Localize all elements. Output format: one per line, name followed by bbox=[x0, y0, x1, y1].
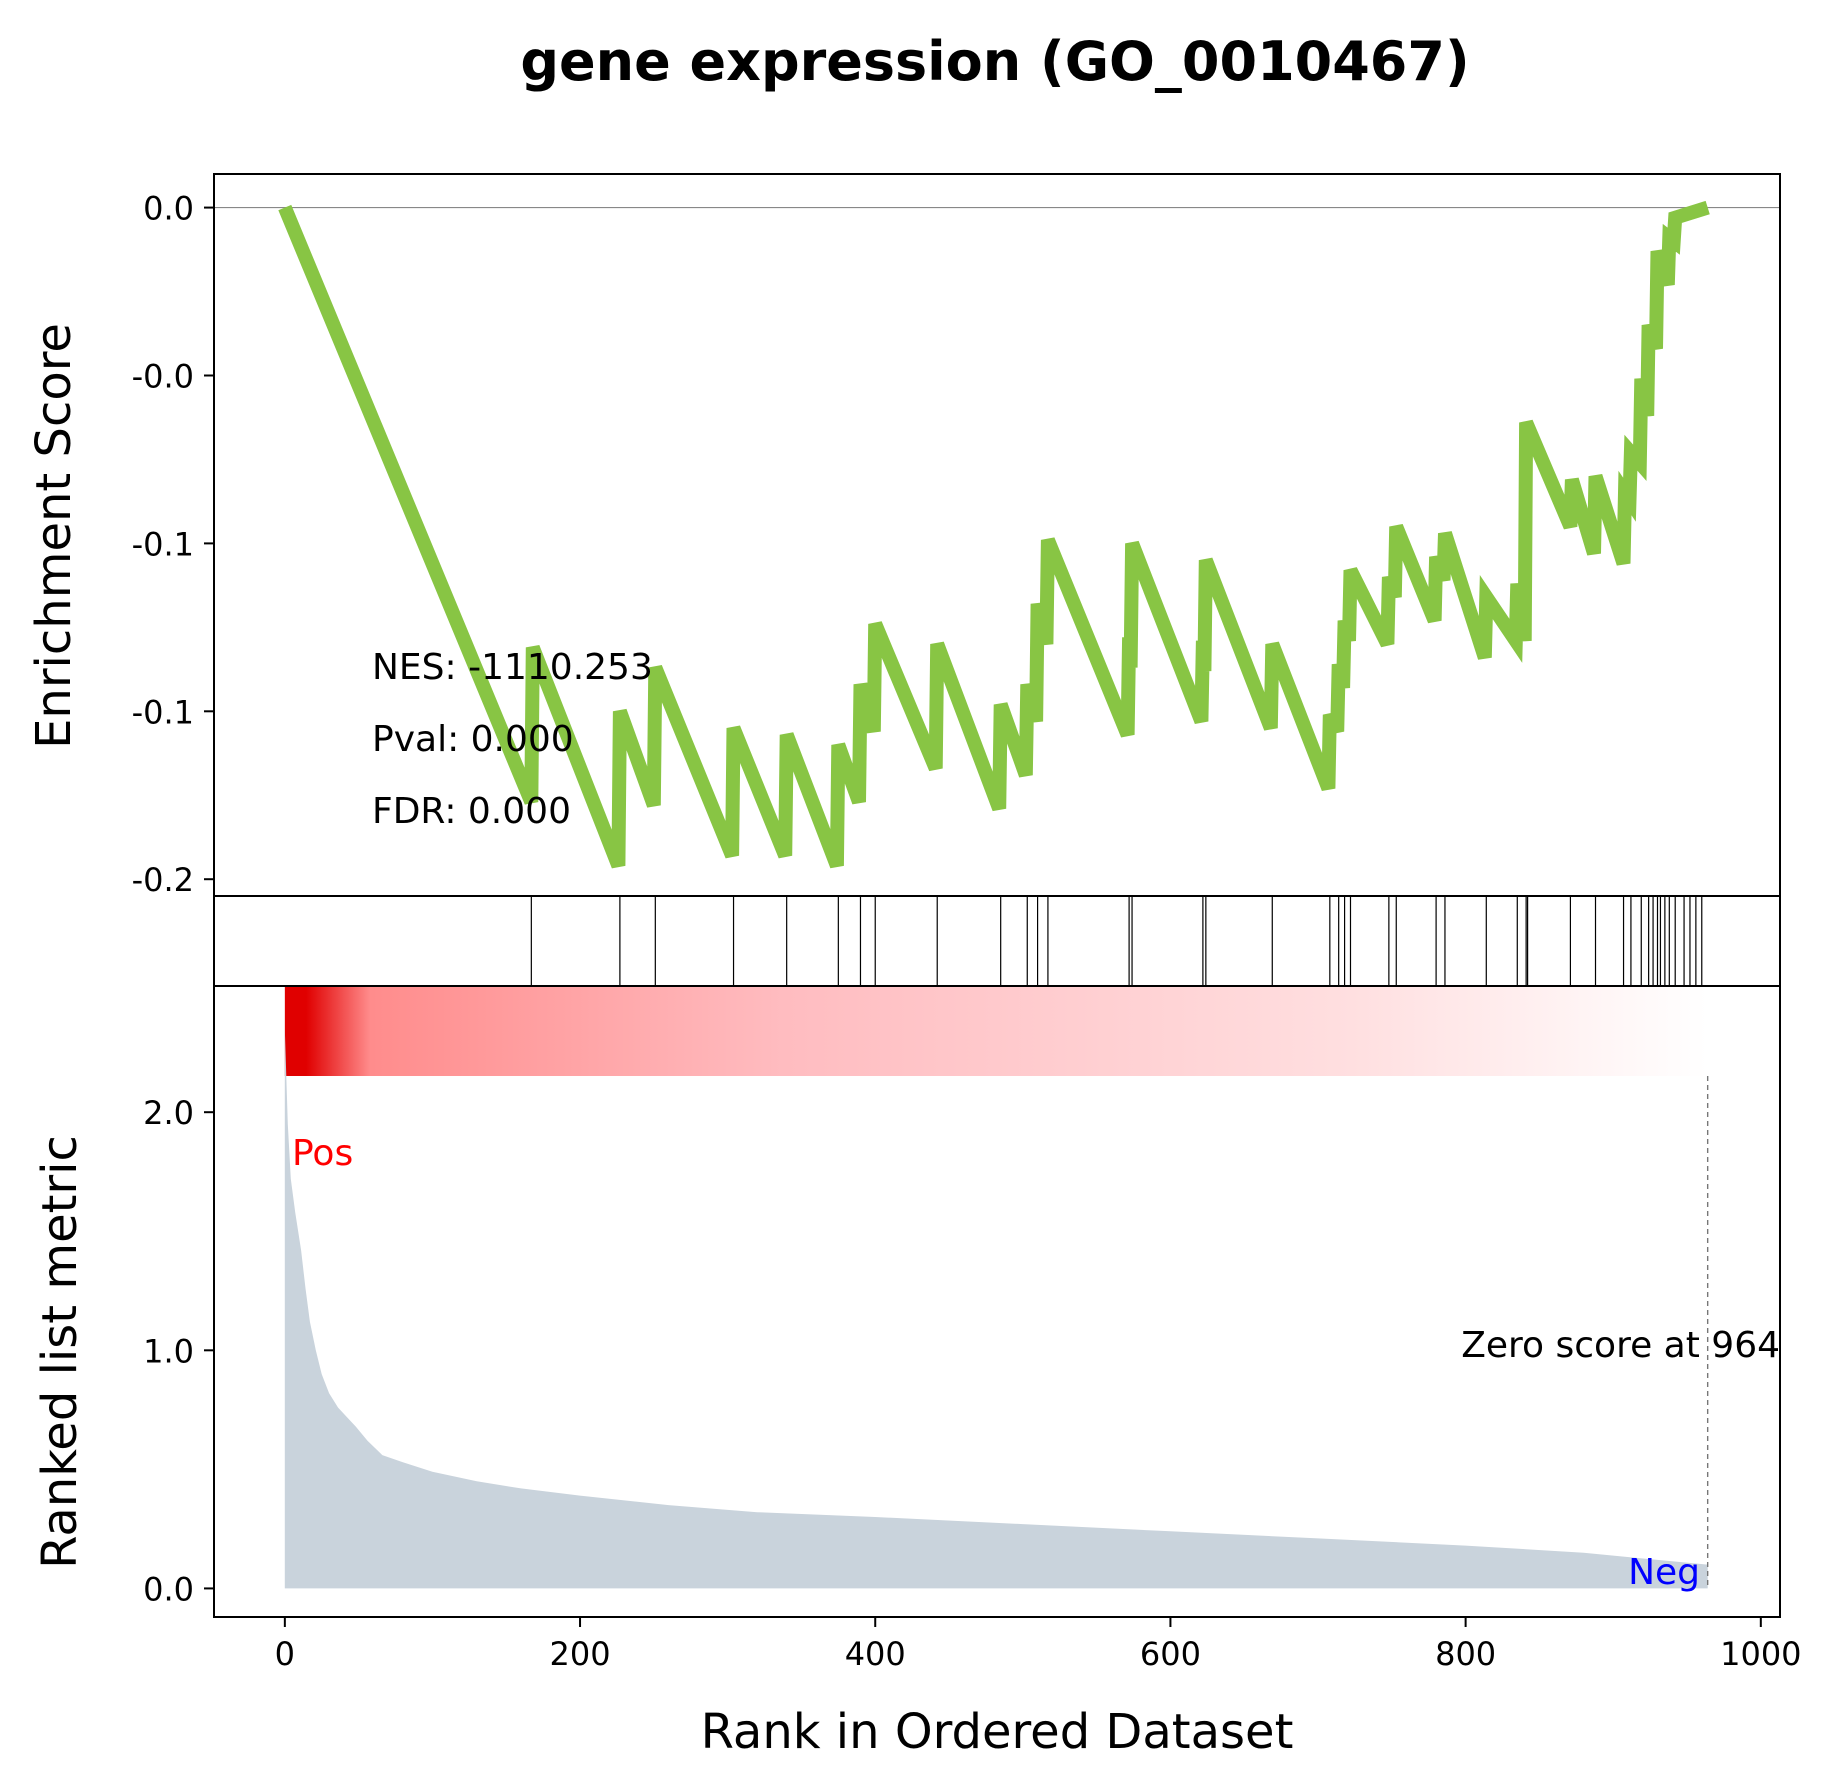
es-y-tick-label: 0.0 bbox=[143, 190, 194, 228]
x-tick-label: 0 bbox=[275, 1635, 295, 1673]
x-tick-label: 800 bbox=[1435, 1635, 1496, 1673]
x-tick-label: 1000 bbox=[1720, 1635, 1801, 1673]
metric-y-ticks: 0.0 1.0 2.0 bbox=[143, 1094, 214, 1608]
fdr-stat: FDR: 0.000 bbox=[372, 791, 571, 832]
es-y-axis-label: Enrichment Score bbox=[26, 323, 82, 749]
es-y-tick-label: -0.2 bbox=[132, 861, 194, 899]
es-y-ticks: 0.0 -0.0 -0.1 -0.1 -0.2 bbox=[132, 190, 214, 899]
chart-title: gene expression (GO_0010467) bbox=[520, 30, 1469, 93]
es-y-tick-label: -0.1 bbox=[132, 525, 194, 563]
hits-panel-frame bbox=[213, 895, 1781, 987]
metric-panel-frame bbox=[213, 986, 1781, 1618]
pos-label: Pos bbox=[292, 1133, 353, 1174]
pval-stat: Pval: 0.000 bbox=[372, 719, 574, 760]
metric-y-tick-label: 1.0 bbox=[143, 1332, 194, 1370]
x-tick-label: 400 bbox=[845, 1635, 906, 1673]
nes-stat: NES: -1110.253 bbox=[372, 647, 653, 688]
gene-hits-panel bbox=[530, 896, 1703, 986]
metric-y-tick-label: 2.0 bbox=[143, 1094, 194, 1132]
enrichment-panel: 0.0 -0.0 -0.1 -0.1 -0.2 NES: -1110.253 Pval:… bbox=[26, 190, 1780, 899]
zero-score-label: Zero score at 964 bbox=[1461, 1325, 1780, 1366]
es-y-tick-label: -0.0 bbox=[132, 357, 194, 395]
ranked-metric-area bbox=[284, 1028, 1708, 1589]
metric-panel: 0.0 1.0 2.0 Pos Neg Zero score at 964 Rank… bbox=[32, 1028, 1780, 1608]
enrichment-score-line bbox=[278, 200, 1710, 869]
metric-y-tick-label: 0.0 bbox=[143, 1570, 194, 1608]
x-tick-label: 600 bbox=[1140, 1635, 1201, 1673]
x-tick-label: 200 bbox=[550, 1635, 611, 1673]
metric-y-axis-label: Ranked list metric bbox=[32, 1135, 88, 1569]
ranking-heat-strip bbox=[284, 986, 1708, 1076]
es-y-tick-label: -0.1 bbox=[132, 693, 194, 731]
x-axis-ticks: 0 200 400 600 800 1000 bbox=[275, 1617, 1802, 1673]
neg-label: Neg bbox=[1628, 1552, 1700, 1593]
x-axis-label: Rank in Ordered Dataset bbox=[701, 1704, 1294, 1760]
